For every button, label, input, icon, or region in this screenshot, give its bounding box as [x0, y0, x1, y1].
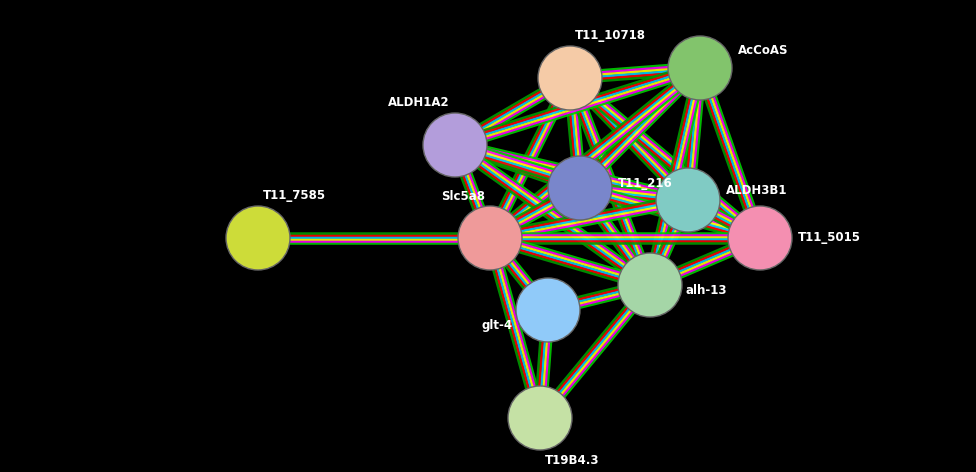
Text: T11_5015: T11_5015: [798, 231, 861, 244]
Circle shape: [728, 206, 792, 270]
Circle shape: [618, 253, 682, 317]
Text: T11_216: T11_216: [618, 177, 672, 189]
Text: AcCoAS: AcCoAS: [738, 43, 789, 57]
Circle shape: [508, 386, 572, 450]
Circle shape: [538, 46, 602, 110]
Text: Slc5a8: Slc5a8: [441, 189, 485, 202]
Text: glt-4: glt-4: [482, 319, 513, 331]
Circle shape: [668, 36, 732, 100]
Circle shape: [226, 206, 290, 270]
Circle shape: [458, 206, 522, 270]
Circle shape: [656, 168, 720, 232]
Circle shape: [548, 156, 612, 220]
Text: T19B4.3: T19B4.3: [545, 454, 599, 466]
Text: ALDH1A2: ALDH1A2: [388, 96, 450, 110]
Circle shape: [423, 113, 487, 177]
Text: ALDH3B1: ALDH3B1: [726, 184, 788, 196]
Text: T11_7585: T11_7585: [263, 189, 326, 202]
Text: T11_10718: T11_10718: [575, 29, 646, 42]
Text: alh-13: alh-13: [685, 284, 726, 296]
Circle shape: [516, 278, 580, 342]
